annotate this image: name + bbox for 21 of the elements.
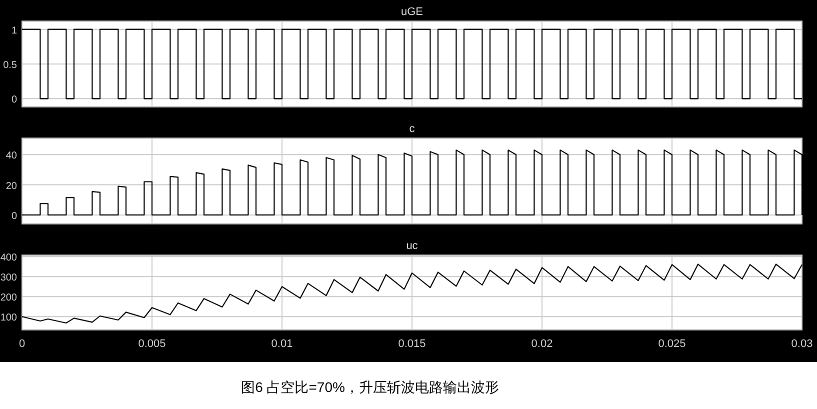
chart-title: uc: [406, 240, 418, 252]
chart-title: c: [409, 123, 416, 135]
y-tick-label: 0: [11, 94, 18, 106]
x-tick-label: 0.025: [658, 338, 686, 350]
y-tick-label: 100: [0, 312, 18, 324]
y-tick-label: 40: [6, 150, 18, 162]
y-tick-label: 1: [11, 25, 18, 36]
y-tick-label: 20: [6, 180, 18, 192]
x-tick-label: 0.03: [791, 338, 813, 350]
y-tick-label: 0.5: [3, 60, 18, 71]
x-tick-label: 0.01: [271, 338, 293, 350]
y-tick-label: 200: [0, 292, 18, 304]
chart-title: uGE: [400, 6, 424, 18]
x-tick-label: 0: [18, 338, 26, 350]
y-tick-label: 0: [11, 210, 18, 222]
x-tick-label: 0.005: [138, 338, 166, 350]
caption: 图6 占空比=70%，升压斩波电路输出波形: [241, 379, 499, 395]
y-tick-label: 300: [0, 272, 18, 284]
y-tick-label: 400: [0, 252, 18, 264]
x-tick-label: 0.02: [531, 338, 553, 350]
x-tick-label: 0.015: [398, 338, 426, 350]
